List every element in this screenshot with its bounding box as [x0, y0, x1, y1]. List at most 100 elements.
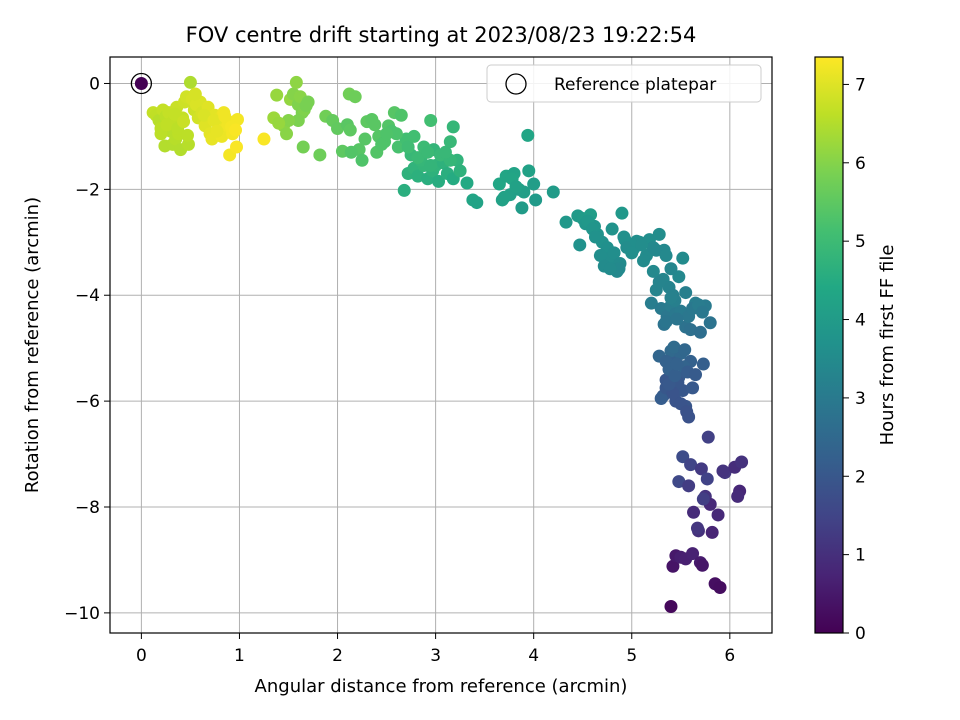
colorbar-ticks: 0 1 2 3 4 5 6 7 [843, 75, 866, 644]
data-point [659, 249, 673, 263]
data-point [664, 262, 678, 276]
data-point [603, 262, 617, 276]
data-point [667, 340, 681, 354]
data-point [180, 128, 194, 142]
colorbar-tick-label: 3 [855, 389, 866, 409]
data-point [257, 132, 271, 146]
x-axis-label: Angular distance from reference (arcmin) [255, 676, 628, 697]
data-point [625, 246, 639, 260]
data-point [229, 123, 243, 137]
data-point [659, 315, 673, 329]
data-point [679, 286, 693, 300]
data-point [559, 215, 573, 229]
data-point [331, 121, 345, 135]
data-point [348, 90, 362, 104]
data-point [588, 230, 602, 244]
data-point [497, 190, 511, 204]
data-point [690, 521, 704, 535]
colorbar-tick-label: 7 [855, 75, 866, 95]
data-point [593, 249, 607, 263]
data-point [695, 305, 709, 319]
x-tick-label: 0 [136, 646, 147, 666]
x-axis: 0 1 2 3 4 5 6 [136, 633, 735, 666]
data-point [700, 472, 714, 486]
data-point [281, 114, 295, 128]
colorbar-tick-label: 1 [855, 546, 866, 566]
data-point [684, 458, 698, 472]
data-point [672, 475, 686, 489]
colorbar-gradient [814, 56, 844, 634]
data-point [515, 201, 529, 215]
data-point [686, 381, 700, 395]
data-point [453, 164, 467, 178]
data-point [183, 75, 197, 89]
data-point [470, 196, 484, 210]
data-point [680, 405, 694, 419]
data-point [411, 169, 425, 183]
y-tick-label: 0 [89, 74, 100, 94]
colorbar-tick-label: 6 [855, 154, 866, 174]
data-point [207, 114, 221, 128]
data-point [731, 489, 745, 503]
y-tick-label: −6 [75, 392, 100, 412]
colorbar-tick-label: 2 [855, 467, 866, 487]
x-tick-label: 3 [430, 646, 441, 666]
data-point [160, 118, 174, 132]
data-point [509, 180, 523, 194]
x-tick-label: 6 [724, 646, 735, 666]
data-point [605, 222, 619, 236]
colorbar: 0 1 2 3 4 5 6 7 Hours from first FF file [814, 56, 898, 644]
x-tick-label: 1 [234, 646, 245, 666]
data-point [529, 193, 543, 207]
data-point [401, 140, 415, 154]
data-point [210, 124, 224, 138]
data-point [666, 559, 680, 573]
data-point [672, 270, 686, 284]
y-tick-label: −8 [75, 498, 100, 518]
data-point [344, 145, 358, 159]
y-tick-label: −4 [75, 286, 100, 306]
data-point [296, 140, 310, 154]
legend-marker-reference [505, 73, 527, 95]
data-point [659, 354, 673, 368]
data-point [705, 525, 719, 539]
data-point [607, 246, 621, 260]
data-point [617, 230, 631, 244]
data-point [664, 291, 678, 305]
data-point [713, 580, 727, 594]
data-point [355, 153, 369, 167]
data-point [343, 123, 357, 137]
data-point [664, 600, 678, 614]
data-point [438, 145, 452, 159]
data-point [701, 430, 715, 444]
data-point [424, 114, 438, 128]
data-point [676, 251, 690, 265]
data-point [280, 127, 294, 141]
data-point [177, 115, 191, 129]
data-point [313, 148, 327, 162]
data-point [635, 238, 649, 252]
data-point [637, 254, 651, 268]
data-point [686, 547, 700, 561]
data-point [695, 558, 709, 572]
data-point [687, 505, 701, 519]
y-axis: 0 −2 −4 −6 −8 −10 [64, 74, 110, 624]
data-point [375, 137, 389, 151]
data-point [676, 450, 690, 464]
data-point [394, 108, 408, 122]
data-point [218, 109, 232, 123]
x-tick-label: 2 [332, 646, 343, 666]
data-point [522, 164, 536, 178]
chart-title: FOV centre drift starting at 2023/08/23 … [186, 23, 697, 47]
data-point [668, 369, 682, 383]
legend-box [486, 64, 762, 103]
data-point [168, 107, 182, 121]
data-point [301, 95, 315, 109]
legend: Reference platepar [486, 64, 762, 103]
data-point [407, 129, 421, 143]
x-tick-label: 5 [626, 646, 637, 666]
plot-frame [109, 56, 773, 634]
data-point [197, 108, 211, 122]
data-point [521, 128, 535, 142]
